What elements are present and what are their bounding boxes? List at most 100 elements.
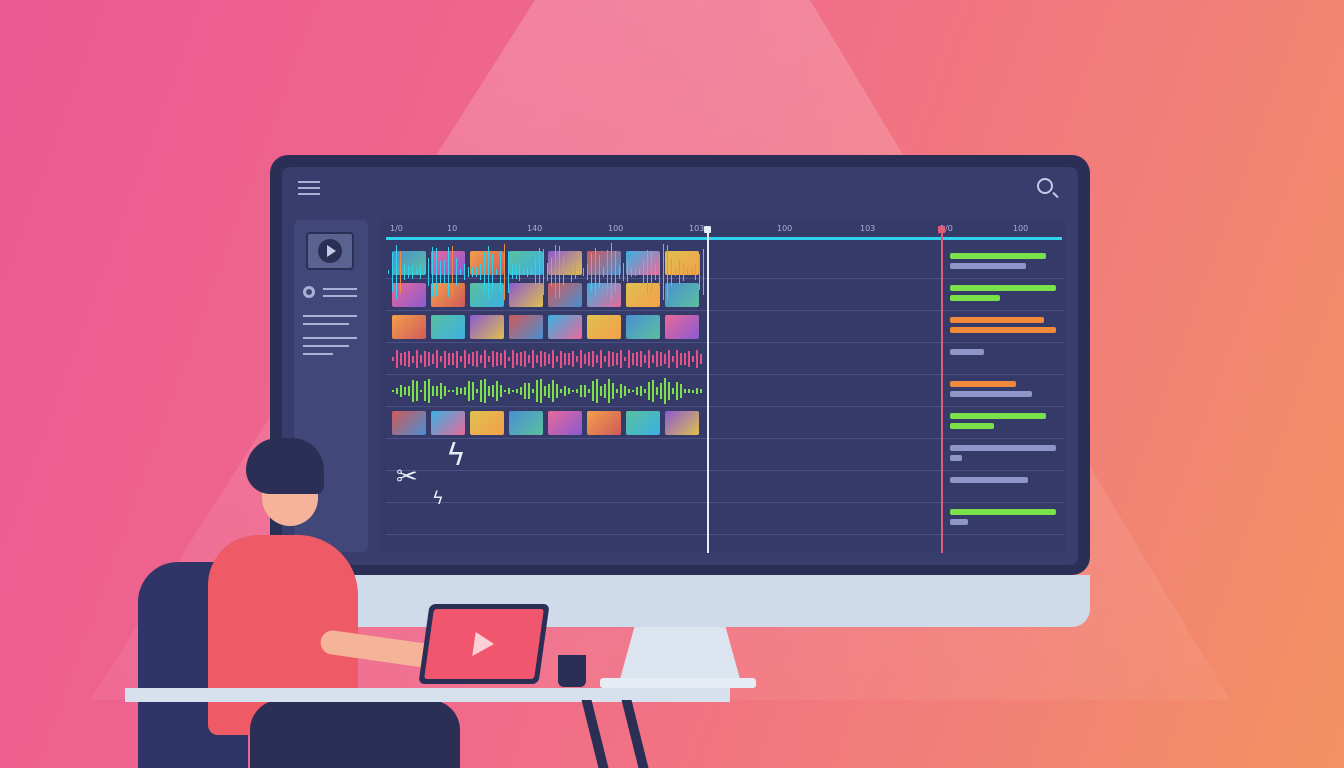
waveform-bar <box>632 389 634 393</box>
sidebar-item[interactable] <box>303 286 357 298</box>
waveform-bar <box>464 350 466 368</box>
clip-bar[interactable] <box>950 295 1000 301</box>
video-clip-thumbnail[interactable] <box>392 283 426 307</box>
waveform-bar <box>672 356 674 362</box>
track-divider <box>386 470 1064 471</box>
video-clip-thumbnail[interactable] <box>392 411 426 435</box>
waveform-bar <box>664 378 666 404</box>
track-video[interactable] <box>392 314 704 340</box>
track-video[interactable] <box>392 410 704 436</box>
waveform-bar <box>584 384 586 398</box>
waveform-bar <box>520 387 522 395</box>
waveform-bar <box>628 350 630 368</box>
clip-bar[interactable] <box>950 391 1032 397</box>
track-video[interactable] <box>392 250 704 276</box>
waveform-bar <box>484 350 486 368</box>
track-video[interactable] <box>392 282 704 308</box>
video-clip-thumbnail[interactable] <box>626 411 660 435</box>
video-clip-thumbnail[interactable] <box>626 315 660 339</box>
video-clip-thumbnail[interactable] <box>548 283 582 307</box>
track-empty[interactable] <box>392 442 704 468</box>
waveform-bar <box>692 356 694 362</box>
search-icon[interactable] <box>1037 178 1053 194</box>
waveform-bar <box>588 388 590 394</box>
waveform-bar <box>596 379 598 403</box>
clip-bar[interactable] <box>950 445 1056 451</box>
waveform-bar <box>436 350 438 368</box>
clip-bar[interactable] <box>950 253 1046 259</box>
video-clip-thumbnail[interactable] <box>470 315 504 339</box>
waveform-bar <box>560 350 562 368</box>
video-clip-thumbnail[interactable] <box>509 411 543 435</box>
clip-bar[interactable] <box>950 423 994 429</box>
clip-bar[interactable] <box>950 349 984 355</box>
waveform-bar <box>700 389 702 393</box>
playhead-handle[interactable] <box>704 226 711 233</box>
waveform-bar <box>648 350 650 368</box>
video-clip-thumbnail[interactable] <box>587 315 621 339</box>
waveform-bar <box>552 350 554 368</box>
menu-icon[interactable] <box>298 181 320 195</box>
clip-bar[interactable] <box>950 413 1046 419</box>
waveform-bar <box>412 379 414 403</box>
video-clip-thumbnail[interactable] <box>548 315 582 339</box>
waveform-bar <box>404 352 406 366</box>
waveform-bar <box>416 381 418 401</box>
waveform-bar <box>548 354 550 364</box>
clip-bar[interactable] <box>950 317 1044 323</box>
video-clip-thumbnail[interactable] <box>470 411 504 435</box>
clip-bar[interactable] <box>950 263 1026 269</box>
track-audio-pink[interactable] <box>392 346 704 372</box>
waveform-bar <box>676 350 678 368</box>
marker-line[interactable] <box>941 228 943 553</box>
track-empty[interactable] <box>392 506 704 532</box>
video-clip-thumbnail[interactable] <box>548 251 582 275</box>
video-clip-thumbnail[interactable] <box>548 411 582 435</box>
waveform-bar <box>540 378 542 404</box>
video-clip-thumbnail[interactable] <box>665 283 699 307</box>
clip-bar[interactable] <box>950 285 1056 291</box>
waveform-bar <box>448 389 450 393</box>
clip-bar[interactable] <box>950 519 968 525</box>
video-clip-thumbnail[interactable] <box>509 315 543 339</box>
video-clip-thumbnail[interactable] <box>509 283 543 307</box>
video-clip-thumbnail[interactable] <box>470 283 504 307</box>
waveform-bar <box>588 351 590 367</box>
clip-bar[interactable] <box>950 477 1028 483</box>
waveform-bar <box>524 350 526 368</box>
waveform-bar <box>524 382 526 400</box>
playhead[interactable] <box>707 228 709 553</box>
waveform-bar <box>672 388 674 394</box>
marker-handle[interactable] <box>938 226 945 233</box>
waveform-bar <box>608 378 610 404</box>
video-clip-thumbnail[interactable] <box>626 283 660 307</box>
clip-bar[interactable] <box>950 455 962 461</box>
clip-bar[interactable] <box>950 327 1056 333</box>
waveform-bar <box>428 351 430 367</box>
video-clip-thumbnail[interactable] <box>587 411 621 435</box>
clip-bar[interactable] <box>950 509 1056 515</box>
video-clip-thumbnail[interactable] <box>431 315 465 339</box>
waveform-bar <box>540 351 542 367</box>
waveform-bar <box>660 383 662 399</box>
clip-bar[interactable] <box>950 381 1016 387</box>
waveform-bar <box>516 389 518 393</box>
waveform-bar <box>432 354 434 364</box>
waveform-bar <box>516 353 518 365</box>
laptop[interactable] <box>418 604 550 684</box>
lightning-icon: ϟ <box>446 438 466 473</box>
waveform-bar <box>392 357 394 361</box>
video-clip-thumbnail[interactable] <box>665 411 699 435</box>
video-clip-thumbnail[interactable] <box>509 251 543 275</box>
video-clip-thumbnail[interactable] <box>392 315 426 339</box>
track-divider <box>386 438 1064 439</box>
ruler-tick: 140 <box>527 224 543 233</box>
video-clip-thumbnail[interactable] <box>665 315 699 339</box>
video-clip-thumbnail[interactable] <box>665 251 699 275</box>
play-icon <box>472 632 496 656</box>
waveform-bar <box>480 354 482 364</box>
track-audio-green[interactable] <box>392 378 704 404</box>
person-legs <box>250 700 460 768</box>
play-button[interactable] <box>306 232 354 270</box>
video-clip-thumbnail[interactable] <box>431 411 465 435</box>
